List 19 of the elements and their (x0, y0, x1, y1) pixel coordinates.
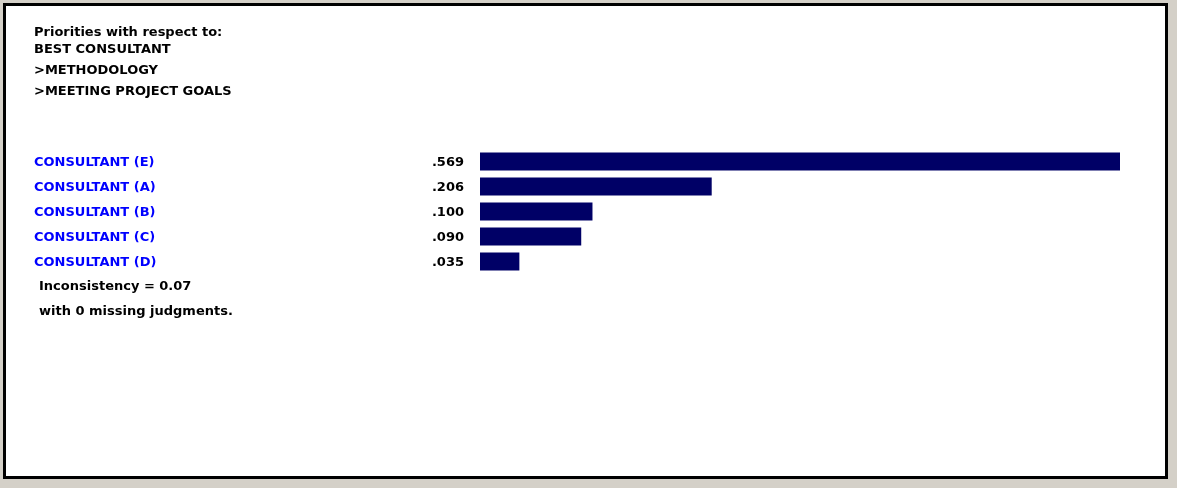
bar (480, 177, 712, 196)
bar (480, 152, 1120, 171)
y-tick-label: CONSULTANT (A) (34, 178, 156, 194)
bar (480, 202, 593, 221)
data-label: .035 (431, 253, 464, 269)
bar (480, 252, 520, 271)
y-tick-label: CONSULTANT (D) (34, 253, 157, 269)
y-tick-label: CONSULTANT (B) (34, 203, 156, 219)
data-label: .090 (431, 228, 464, 244)
text: BEST CONSULTANT >METHODOLOGY >MEETING PROJECT GOALS (34, 41, 232, 98)
data-label: .206 (431, 178, 464, 194)
bar (480, 227, 582, 246)
text: with 0 missing judgments. (39, 302, 233, 318)
data-label: .569 (431, 153, 464, 169)
text: Inconsistency = 0.07 (39, 277, 192, 293)
y-tick-label: CONSULTANT (E) (34, 153, 155, 169)
text: Priorities with respect to: (34, 24, 223, 39)
data-label: .100 (431, 203, 464, 219)
y-tick-label: CONSULTANT (C) (34, 228, 156, 244)
